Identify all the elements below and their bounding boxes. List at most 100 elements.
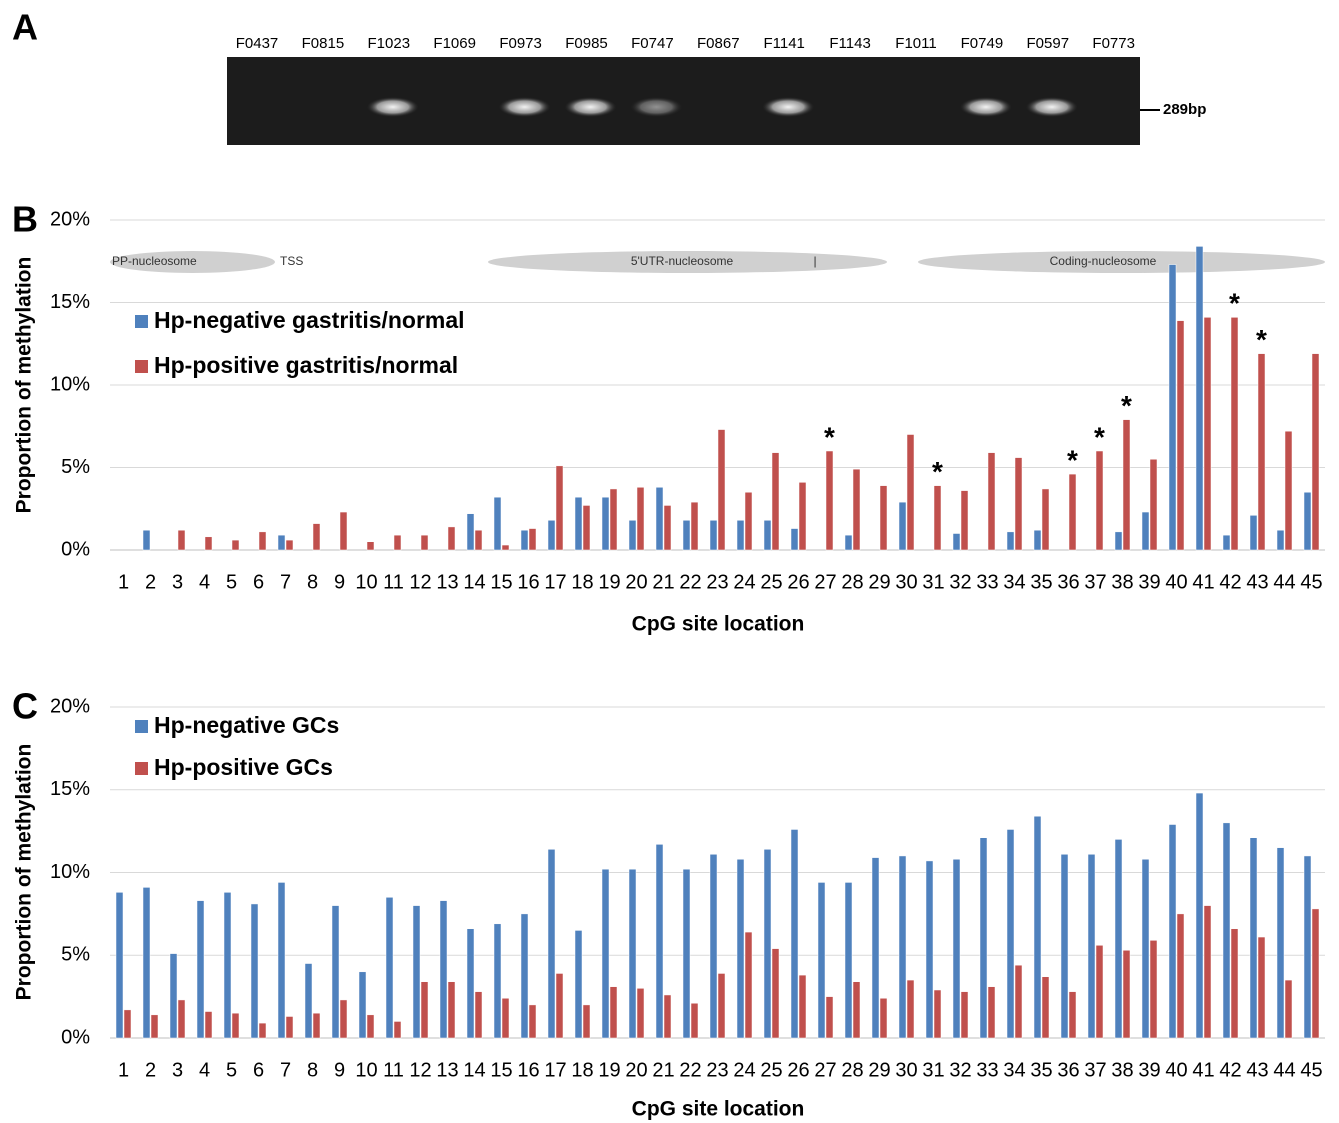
bar [961,491,968,550]
bar [1123,420,1130,550]
bar [494,924,501,1038]
x-tick-label: 13 [436,571,458,593]
bar [899,502,906,550]
x-tick-label: 28 [841,1059,863,1081]
x-tick-label: 44 [1273,571,1295,593]
x-tick-label: 20 [625,1059,647,1081]
bar [583,505,590,550]
lane-label: F0973 [499,35,542,52]
bar [610,489,617,550]
gel-band [1026,97,1078,117]
bar [1304,856,1311,1038]
bar [953,859,960,1038]
bar [1142,859,1149,1038]
y-tick-label: 20% [50,695,90,717]
x-tick-label: 24 [733,1059,755,1081]
bar [637,988,644,1038]
x-tick-label: 7 [280,1059,291,1081]
significance-marker: * [1067,444,1078,475]
x-tick-label: 4 [199,1059,210,1081]
bar [764,849,771,1038]
region-label: TSS [280,254,303,268]
legend-swatch [135,315,148,328]
bar [313,1013,320,1038]
x-tick-label: 27 [814,1059,836,1081]
bar [845,535,852,550]
bar [853,469,860,550]
x-tick-label: 7 [280,571,291,593]
bar [1150,459,1157,550]
bar [1096,945,1103,1038]
bar [710,520,717,550]
bar [980,838,987,1038]
bar [1034,816,1041,1038]
bar [278,882,285,1038]
bar [529,1005,536,1038]
x-tick-label: 31 [922,571,944,593]
gel-band [565,97,617,117]
bar [502,998,509,1038]
bar [629,520,636,550]
x-tick-label: 17 [544,571,566,593]
x-tick-label: 41 [1192,1059,1214,1081]
x-tick-label: 30 [895,571,917,593]
bar [143,887,150,1038]
legend-label: Hp-negative GCs [154,712,339,738]
bar [556,466,563,550]
y-tick-label: 10% [50,861,90,883]
bar [1015,458,1022,550]
bar [1069,992,1076,1038]
bar [367,542,374,550]
x-tick-label: 25 [760,1059,782,1081]
bar [1223,823,1230,1038]
x-tick-label: 18 [571,571,593,593]
bar [872,858,879,1038]
x-tick-label: 25 [760,571,782,593]
bar [1088,854,1095,1038]
bar [475,992,482,1038]
bar [637,487,644,550]
bar [880,486,887,550]
bar [899,856,906,1038]
x-tick-label: 33 [976,1059,998,1081]
figure: A 289bp F0437F0815F1023F1069F0973F0985F0… [0,0,1339,1123]
x-tick-label: 22 [679,571,701,593]
bar [1096,451,1103,550]
bar [1042,977,1049,1038]
x-tick-label: 42 [1219,1059,1241,1081]
bar [359,972,366,1038]
bar [1277,530,1284,550]
x-tick-label: 37 [1084,571,1106,593]
bar [548,849,555,1038]
y-axis-title: Proportion of methylation [13,257,36,514]
gel-band [367,97,419,117]
bar [232,540,239,550]
x-tick-label: 12 [409,1059,431,1081]
bar [521,914,528,1038]
x-tick-label: 8 [307,571,318,593]
bar [170,954,177,1038]
bar [494,497,501,550]
bar [224,892,231,1038]
x-tick-label: 38 [1111,571,1133,593]
x-tick-label: 41 [1192,571,1214,593]
x-tick-label: 28 [841,571,863,593]
x-tick-label: 2 [145,571,156,593]
bar [421,535,428,550]
y-tick-label: 20% [50,208,90,230]
x-tick-label: 35 [1030,1059,1052,1081]
x-tick-label: 30 [895,1059,917,1081]
y-tick-label: 0% [61,1026,90,1048]
x-tick-label: 23 [706,1059,728,1081]
x-tick-label: 34 [1003,571,1025,593]
lane-label: F0815 [302,35,345,52]
bar [602,869,609,1038]
x-tick-label: 40 [1165,571,1187,593]
bar [1285,431,1292,550]
bar [826,451,833,550]
x-tick-label: 15 [490,571,512,593]
bar [286,540,293,550]
x-tick-label: 26 [787,1059,809,1081]
significance-marker: * [932,456,943,487]
bar [988,987,995,1038]
